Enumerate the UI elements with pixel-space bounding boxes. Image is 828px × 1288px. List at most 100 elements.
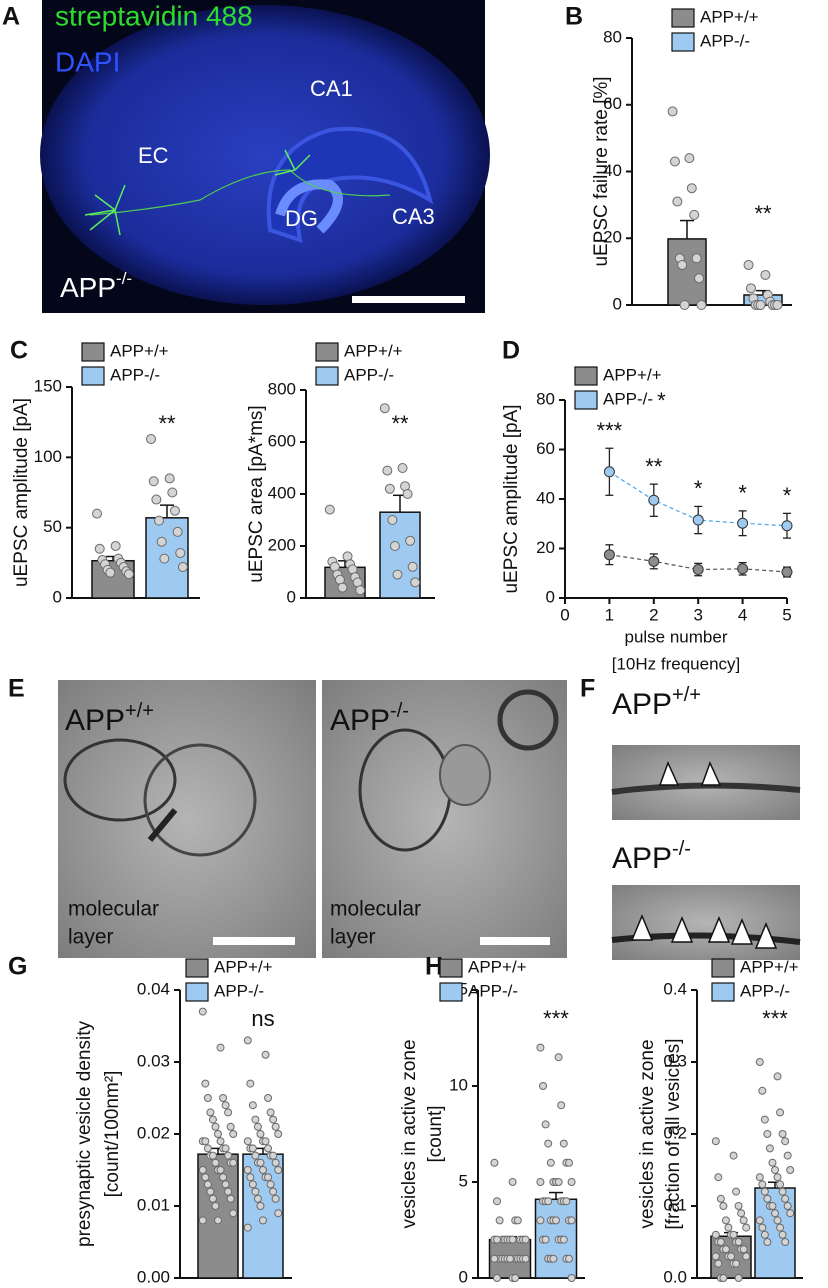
data-point (208, 1115, 217, 1124)
data-point (216, 1166, 225, 1174)
panel-a: A streptavidin 488 DAPI CA1 EC DG CA3 AP… (2, 0, 490, 313)
data-point (711, 1137, 720, 1146)
data-point (539, 1082, 548, 1090)
data-point (546, 1158, 555, 1167)
region-label: EC (138, 143, 169, 168)
data-point (248, 1180, 257, 1189)
y-tick-label: 400 (268, 483, 296, 502)
data-point (248, 1144, 257, 1153)
x-axis-label: [10Hz frequency] (612, 654, 741, 673)
y-tick-label: 20 (536, 538, 555, 557)
scale-bar (352, 296, 465, 303)
data-point (737, 563, 749, 575)
data-point (739, 1245, 748, 1254)
data-point (410, 577, 421, 588)
data-point (783, 1202, 792, 1210)
significance: ** (645, 454, 663, 479)
significance: ** (158, 411, 176, 436)
data-point (745, 283, 756, 294)
y-tick-label: 0.2 (663, 1123, 687, 1142)
legend-swatch (711, 982, 735, 1002)
legend-swatch (81, 366, 105, 386)
genotype: APP+/+ (612, 684, 701, 721)
data-point (221, 1180, 230, 1189)
genotype: APP-/- (612, 838, 691, 875)
x-axis-label: pulse number (624, 627, 727, 646)
arrowhead (630, 914, 778, 949)
data-point (216, 1137, 225, 1146)
data-point (783, 1151, 792, 1160)
data-point (776, 1108, 785, 1117)
organelle (497, 689, 559, 751)
data-point (164, 473, 175, 484)
y-tick-label: 0.3 (663, 1051, 687, 1070)
y-axis-label: presynaptic vesicle density (74, 1021, 95, 1247)
data-point (567, 1216, 576, 1225)
y-tick-label: 10 (449, 1075, 468, 1094)
data-point (768, 1158, 777, 1167)
data-point (727, 1252, 735, 1261)
y-tick-label: 0 (546, 587, 555, 606)
y-axis-label: [count] (425, 1105, 446, 1162)
data-point (251, 1115, 260, 1124)
genotype-sup: -/- (390, 700, 409, 722)
data-point (742, 1223, 751, 1232)
y-tick-label: 50 (43, 517, 62, 536)
neuron (84, 149, 311, 236)
region-label: DG (285, 206, 318, 231)
bar (754, 1187, 796, 1279)
legend-label: APP+/+ (700, 7, 759, 26)
data-point (219, 1094, 228, 1102)
data-point (689, 209, 700, 220)
data-point (274, 1130, 283, 1138)
data-point (536, 1043, 545, 1052)
data-point (672, 196, 683, 207)
legend-label: APP+/+ (344, 341, 403, 360)
data-point (669, 156, 680, 167)
scale-bar (480, 937, 550, 945)
data-point (274, 1209, 283, 1218)
data-point (214, 1130, 222, 1138)
data-point (692, 514, 704, 526)
data-point (208, 1194, 217, 1203)
legend-swatch (185, 958, 209, 978)
data-point (541, 1235, 550, 1244)
data-point (105, 567, 116, 578)
data-point (734, 1202, 743, 1210)
data-point (719, 1274, 728, 1282)
panel-e: E APP+/+ molecular layer APP-/- molecula… (8, 675, 567, 958)
data-point (521, 1235, 530, 1244)
data-point (198, 1216, 207, 1225)
y-tick-label: 0.02 (137, 1123, 170, 1142)
data-point (743, 259, 754, 270)
data-point (261, 1137, 270, 1146)
data-point (732, 1259, 741, 1268)
data-point (544, 1197, 553, 1206)
legend-swatch (574, 366, 598, 386)
data-point (691, 253, 702, 264)
genotype-base: APP (60, 272, 116, 303)
data-point (776, 1180, 785, 1189)
data-point (264, 1173, 273, 1182)
data-point (261, 1050, 270, 1059)
y-tick-label: 80 (603, 27, 622, 46)
data-point (564, 1158, 573, 1167)
data-point (148, 476, 159, 487)
panel-letter: C (10, 337, 28, 365)
data-point (493, 1197, 502, 1206)
arrowhead (658, 761, 722, 786)
x-tick-label: 4 (738, 605, 747, 624)
data-point (765, 1144, 774, 1153)
data-point (243, 1137, 252, 1146)
data-point (243, 1166, 252, 1174)
data-point (219, 1173, 228, 1182)
y-tick-label: 5 (459, 1171, 468, 1190)
data-point (151, 494, 162, 505)
significance: *** (543, 1006, 569, 1031)
panel-letter: H (425, 953, 443, 981)
data-point (264, 1094, 273, 1102)
data-point (493, 1274, 502, 1282)
y-axis-label: uEPSC amplitude [pA] (11, 398, 32, 587)
y-tick-label: 0 (53, 587, 62, 606)
data-point (711, 1230, 720, 1239)
